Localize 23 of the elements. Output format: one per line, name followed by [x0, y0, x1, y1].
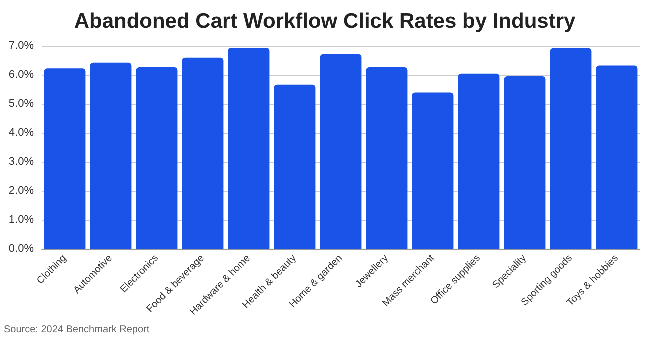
chart-title: Abandoned Cart Workflow Click Rates by Industry	[74, 10, 576, 33]
bar	[182, 58, 224, 249]
bar	[44, 68, 86, 249]
bar	[458, 74, 500, 249]
bar	[504, 76, 546, 249]
bar	[550, 48, 592, 249]
bar	[228, 48, 270, 249]
y-tick-label: 7.0%	[8, 40, 34, 52]
bar	[366, 67, 408, 249]
y-tick-label: 4.0%	[8, 127, 34, 139]
y-tick-label: 0.0%	[8, 243, 34, 255]
bar	[412, 92, 454, 249]
y-tick-label: 1.0%	[8, 214, 34, 226]
y-tick-label: 5.0%	[8, 98, 34, 110]
bar	[274, 84, 316, 249]
bar	[596, 66, 638, 249]
bar	[320, 54, 362, 249]
source-note: Source: 2024 Benchmark Report	[4, 324, 150, 336]
y-tick-label: 6.0%	[8, 69, 34, 81]
bar	[90, 62, 132, 249]
y-tick-label: 3.0%	[8, 156, 34, 168]
y-tick-label: 2.0%	[8, 185, 34, 197]
bar	[136, 67, 178, 249]
